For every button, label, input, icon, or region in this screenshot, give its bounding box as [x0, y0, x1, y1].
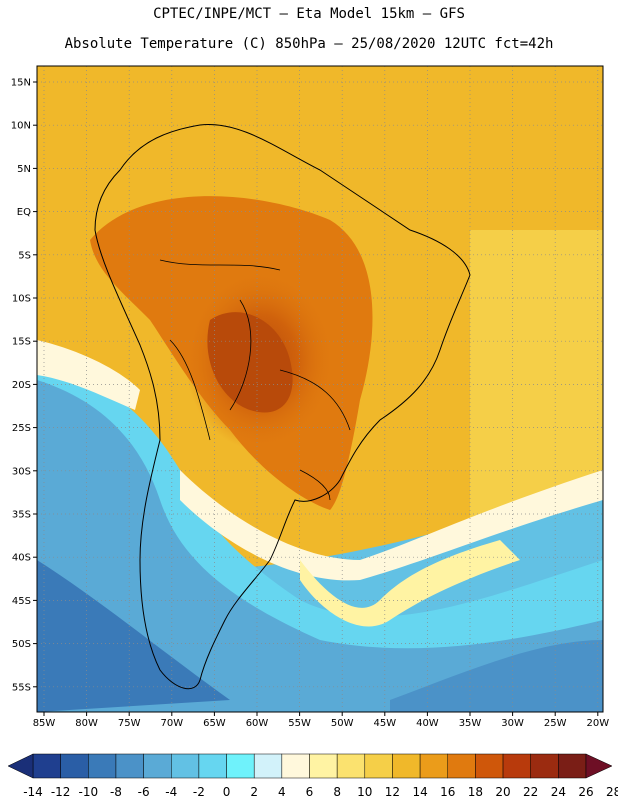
colorbar-swatch — [281, 753, 310, 779]
map-title: CPTEC/INPE/MCT – Eta Model 15km – GFS — [153, 6, 465, 22]
latitude-label: 30S — [12, 466, 31, 477]
latitude-label: EQ — [17, 207, 31, 218]
latitude-label: 5S — [18, 250, 31, 261]
longitude-label: 85W — [33, 718, 56, 729]
colorbar-swatch — [60, 753, 89, 779]
colorbar-label: 6 — [306, 785, 314, 799]
colorbar-swatch — [475, 753, 504, 779]
colorbar-label: -12 — [51, 785, 71, 799]
latitude-label: 55S — [12, 682, 31, 693]
map-subtitle: Absolute Temperature (C) 850hPa – 25/08/… — [64, 36, 554, 52]
colorbar-swatch — [253, 753, 283, 779]
colorbar-swatch — [309, 753, 338, 779]
latitude-label: 40S — [12, 553, 31, 564]
colorbar-swatch — [32, 753, 61, 779]
colorbar — [7, 753, 613, 779]
longitude-label: 20W — [586, 718, 609, 729]
longitude-label: 75W — [118, 718, 141, 729]
longitude-label: 40W — [416, 718, 439, 729]
colorbar-label: 2 — [250, 785, 258, 799]
longitude-label: 60W — [246, 718, 269, 729]
latitude-label: 45S — [12, 596, 31, 607]
colorbar-labels: -14 -12 -10 -8 -6 -4 -2 0 2 4 6 8 10 12 14 16 18 20 22 24 26… — [23, 785, 618, 799]
colorbar-swatch — [171, 753, 200, 779]
colorbar-label: -8 — [110, 785, 122, 799]
colorbar-label: -14 — [23, 785, 43, 799]
colorbar-swatch — [198, 753, 227, 779]
colorbar-swatch — [88, 753, 117, 779]
colorbar-swatch — [447, 753, 476, 779]
latitude-label: 25S — [12, 423, 31, 434]
colorbar-label: 4 — [278, 785, 286, 799]
colorbar-label: 0 — [223, 785, 231, 799]
colorbar-label: 14 — [412, 785, 427, 799]
colorbar-label: 16 — [440, 785, 455, 799]
colorbar-swatch — [115, 753, 144, 779]
longitude-label: 45W — [373, 718, 396, 729]
longitude-label: 30W — [501, 718, 524, 729]
longitude-labels: 85W 80W 75W 70W 65W 60W 55W 50W 45W 40W 35W 30W 25W 2… — [33, 712, 609, 729]
longitude-label: 70W — [160, 718, 183, 729]
latitude-label: 35S — [12, 510, 31, 521]
latitude-labels: 15N 10N 5N EQ 5S 10S 15S 20S 25S 30S 35S 40S 45S 50S 5… — [11, 78, 37, 693]
colorbar-label: 8 — [333, 785, 341, 799]
longitude-label: 35W — [459, 718, 482, 729]
colorbar-swatch — [558, 753, 587, 779]
colorbar-label: 10 — [357, 785, 372, 799]
colorbar-label: -4 — [165, 785, 177, 799]
latitude-label: 10S — [12, 294, 31, 305]
colorbar-label: 20 — [495, 785, 510, 799]
colorbar-swatch — [419, 753, 449, 779]
map-border — [36, 65, 604, 713]
colorbar-label: 18 — [468, 785, 483, 799]
colorbar-swatch — [502, 753, 531, 779]
colorbar-swatch — [530, 753, 559, 779]
longitude-label: 25W — [544, 718, 567, 729]
latitude-label: 15S — [12, 337, 31, 348]
colorbar-label: 28 — [606, 785, 618, 799]
longitude-label: 80W — [75, 718, 98, 729]
longitude-label: 55W — [288, 718, 311, 729]
colorbar-high-arrow — [585, 753, 613, 779]
colorbar-label: 24 — [551, 785, 566, 799]
colorbar-label: -2 — [193, 785, 205, 799]
country-borders — [159, 259, 351, 501]
colorbar-swatch — [143, 753, 172, 779]
longitude-label: 50W — [331, 718, 354, 729]
colorbar-label: 12 — [385, 785, 400, 799]
latitude-label: 20S — [12, 380, 31, 391]
latitude-label: 15N — [11, 78, 31, 89]
colorbar-label: -10 — [78, 785, 98, 799]
colorbar-label: 26 — [578, 785, 593, 799]
south-america-coastline — [94, 123, 471, 690]
colorbar-swatch — [364, 753, 393, 779]
colorbar-swatch — [392, 753, 421, 779]
colorbar-swatch — [226, 753, 255, 779]
colorbar-low-arrow — [7, 753, 34, 779]
latitude-label: 5N — [17, 164, 31, 175]
colorbar-swatch — [336, 753, 366, 779]
longitude-label: 65W — [203, 718, 226, 729]
latitude-label: 10N — [11, 121, 31, 132]
colorbar-label: -6 — [138, 785, 150, 799]
latitude-label: 50S — [12, 639, 31, 650]
temperature-field — [37, 66, 603, 712]
colorbar-label: 22 — [523, 785, 538, 799]
